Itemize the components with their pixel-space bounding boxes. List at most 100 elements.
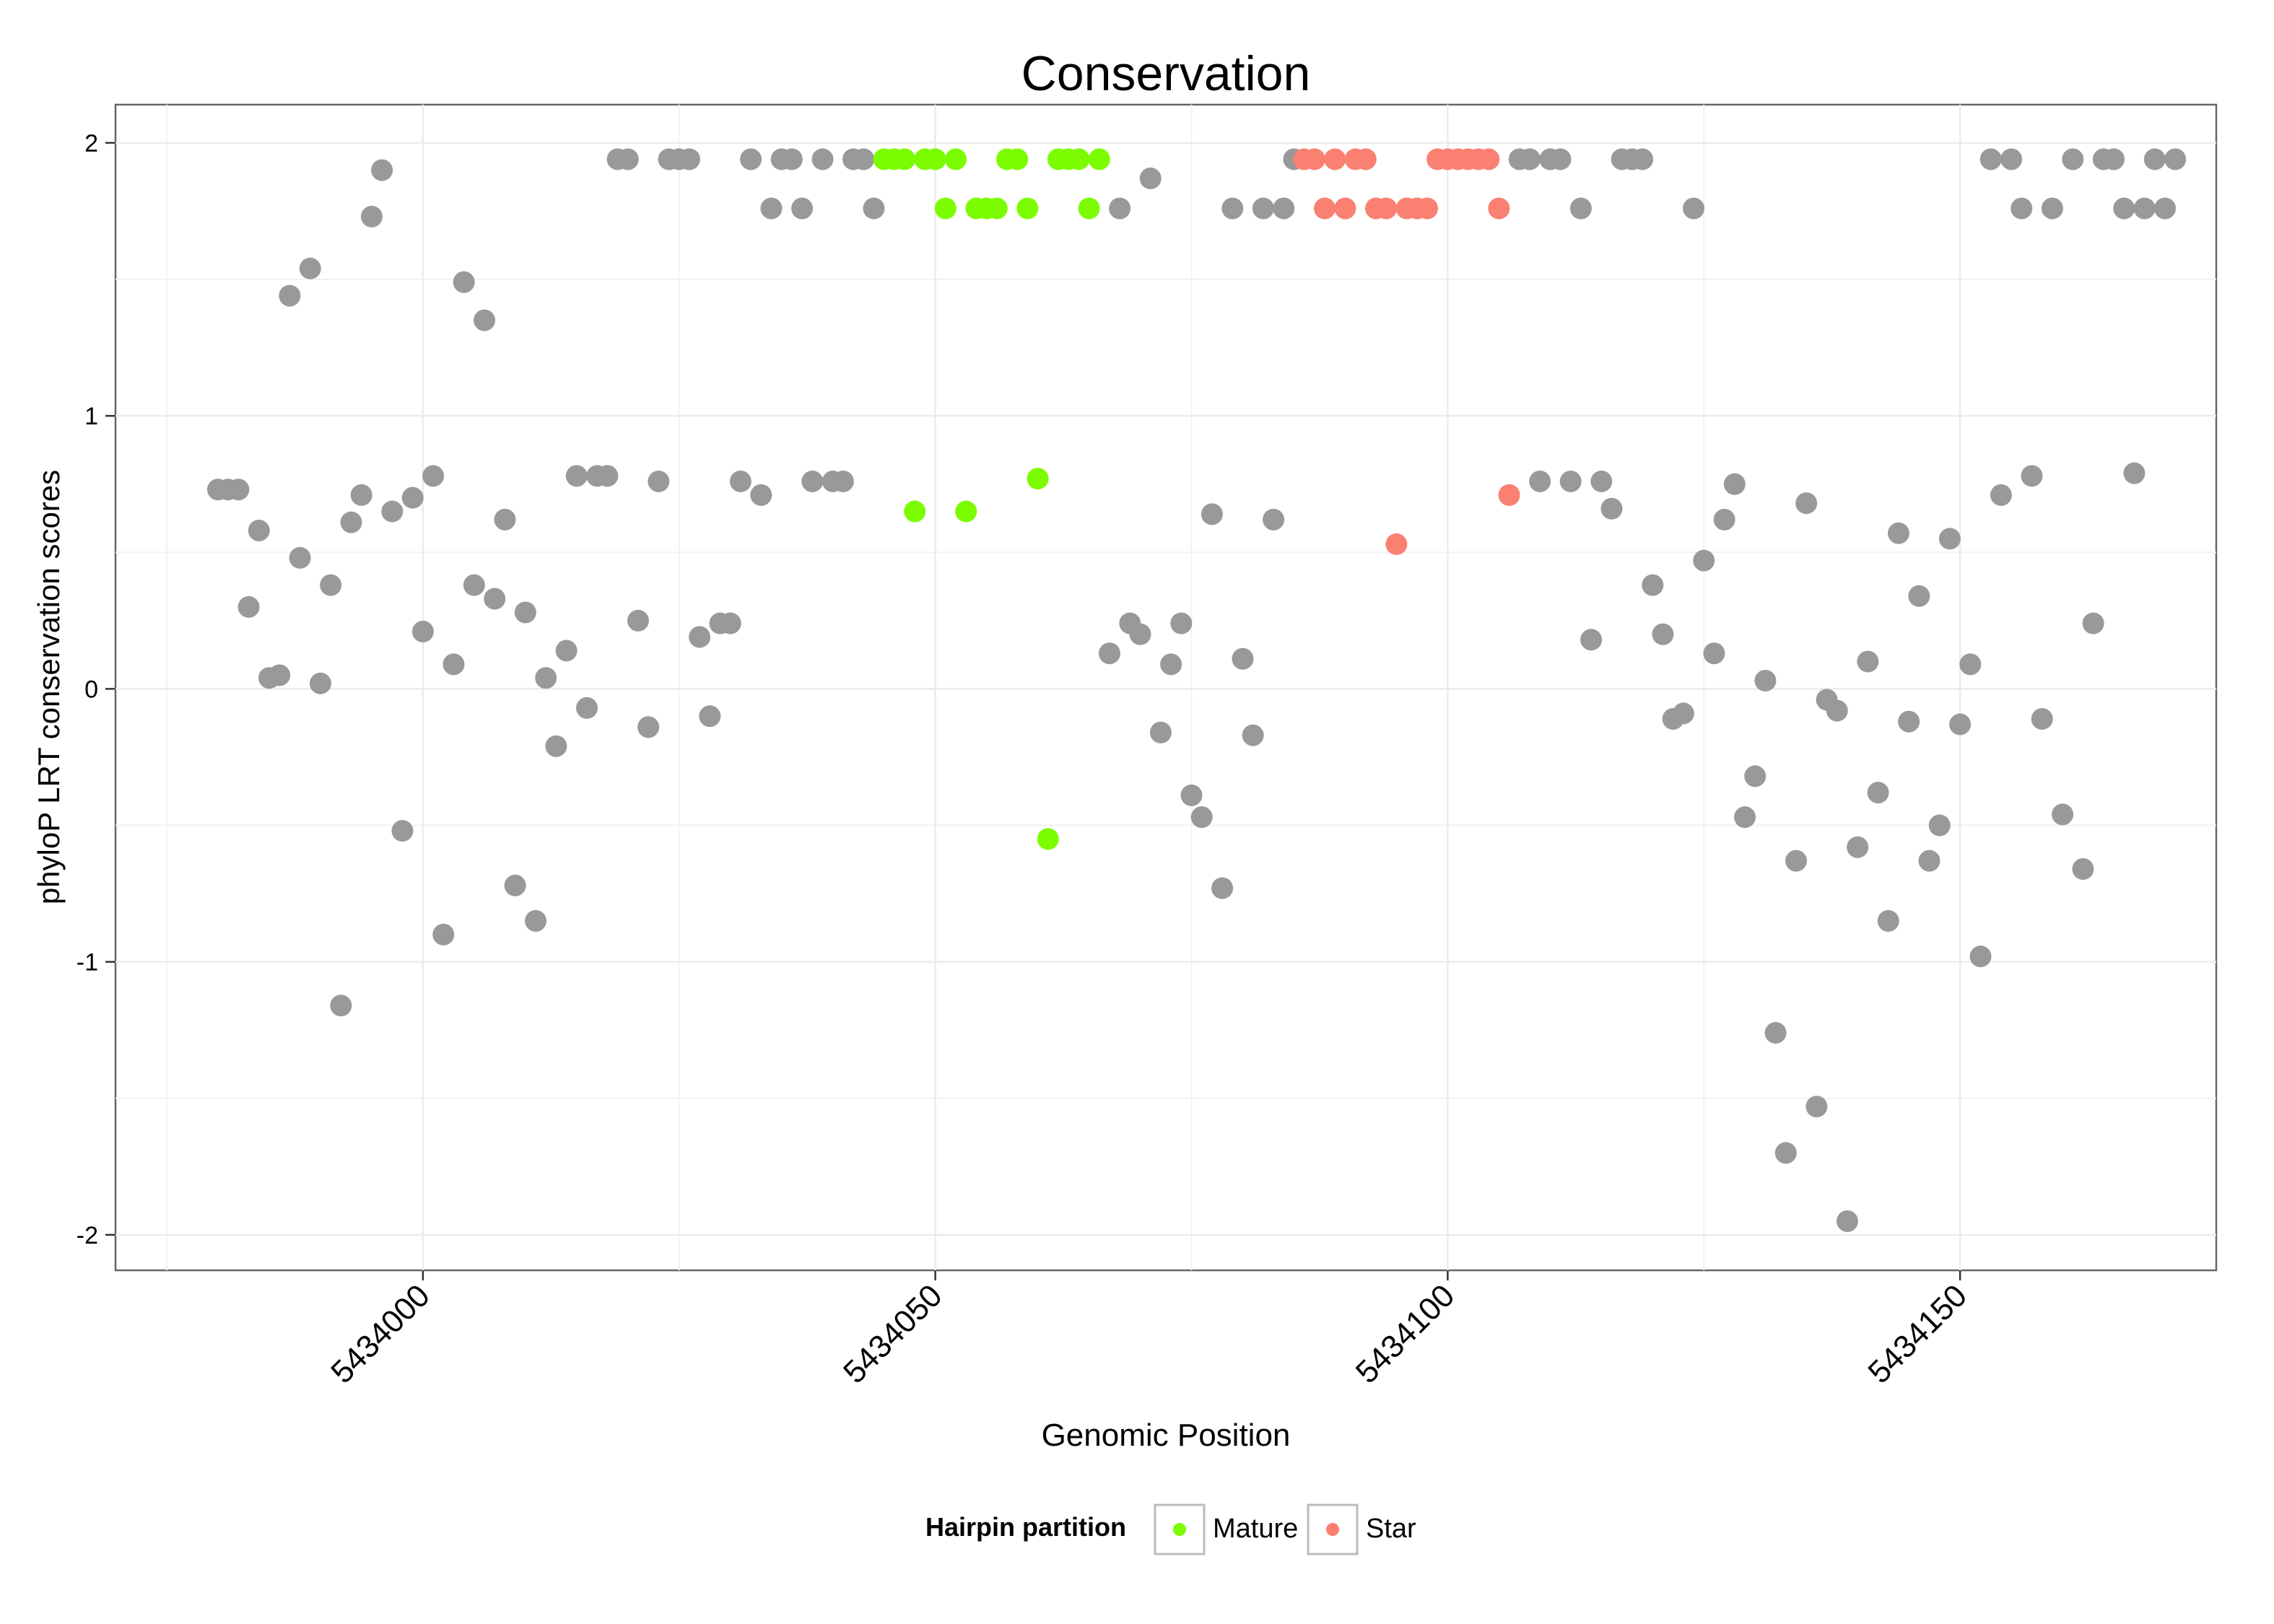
point-other-61 <box>832 470 854 492</box>
point-other-22 <box>432 923 455 946</box>
plot-area <box>114 103 2218 1272</box>
point-other-63 <box>853 148 875 170</box>
point-other-51 <box>729 470 752 492</box>
grid-major <box>116 105 2216 1270</box>
point-other-91 <box>1580 629 1603 651</box>
point-other-43 <box>648 470 670 492</box>
point-other-147 <box>2154 197 2177 219</box>
point-other-52 <box>740 148 762 170</box>
point-other-131 <box>1990 484 2012 506</box>
point-star-18 <box>1478 148 1500 170</box>
point-other-135 <box>2031 707 2053 730</box>
point-other-134 <box>2021 465 2043 487</box>
point-other-124 <box>1918 850 1940 872</box>
point-other-21 <box>422 465 445 487</box>
point-other-57 <box>791 197 814 219</box>
point-other-56 <box>780 148 803 170</box>
legend-item-star: Star <box>1307 1503 1416 1555</box>
point-other-69 <box>1139 167 1162 190</box>
y-tick-label-1: -1 <box>77 949 98 977</box>
y-axis-label: phyloP LRT conservation scores <box>32 470 66 904</box>
point-other-35 <box>565 465 588 487</box>
point-other-25 <box>463 574 485 596</box>
point-other-113 <box>1805 1096 1828 1118</box>
point-star-1 <box>1303 148 1325 170</box>
point-other-139 <box>2072 858 2094 881</box>
point-other-144 <box>2123 462 2146 484</box>
point-other-90 <box>1569 197 1592 219</box>
y-tick-label-0: -2 <box>77 1222 98 1249</box>
point-other-79 <box>1242 724 1264 746</box>
point-other-50 <box>719 612 741 634</box>
point-mature-6 <box>934 197 957 219</box>
point-other-4 <box>248 520 270 542</box>
point-other-72 <box>1170 612 1193 634</box>
point-mature-8 <box>955 500 977 523</box>
series-mature <box>873 148 1110 850</box>
point-other-59 <box>811 148 834 170</box>
point-other-100 <box>1672 702 1694 725</box>
point-other-32 <box>535 667 557 689</box>
point-other-42 <box>637 716 660 738</box>
point-star-6 <box>1354 148 1377 170</box>
point-other-103 <box>1703 642 1725 665</box>
point-other-81 <box>1263 508 1285 531</box>
point-other-73 <box>1180 784 1203 806</box>
point-star-9 <box>1385 533 1408 555</box>
point-other-125 <box>1928 814 1951 837</box>
point-other-40 <box>617 148 639 170</box>
point-other-148 <box>2164 148 2187 170</box>
point-other-111 <box>1785 850 1807 872</box>
point-mature-19 <box>1068 148 1090 170</box>
point-other-38 <box>596 465 619 487</box>
point-mature-7 <box>945 148 967 170</box>
point-mature-14 <box>1016 197 1039 219</box>
point-other-19 <box>401 486 424 509</box>
point-other-104 <box>1713 508 1735 531</box>
chart-title: Conservation <box>1021 46 1311 101</box>
point-other-85 <box>1518 148 1541 170</box>
point-other-110 <box>1774 1142 1797 1164</box>
point-other-71 <box>1160 653 1182 676</box>
plot-panel <box>114 103 2218 1272</box>
point-other-93 <box>1600 497 1623 520</box>
grid-minor <box>116 105 2216 1270</box>
point-other-142 <box>2103 148 2125 170</box>
point-other-146 <box>2143 148 2166 170</box>
legend-label-mature: Mature <box>1213 1514 1298 1544</box>
point-other-105 <box>1723 473 1746 495</box>
point-other-101 <box>1683 197 1705 219</box>
point-other-74 <box>1190 806 1213 829</box>
point-other-120 <box>1877 909 1899 932</box>
point-other-97 <box>1642 574 1664 596</box>
point-other-66 <box>1109 197 1131 219</box>
point-other-76 <box>1211 877 1234 899</box>
point-other-58 <box>801 470 824 492</box>
point-mature-20 <box>1078 197 1100 219</box>
point-other-13 <box>340 511 362 533</box>
point-other-145 <box>2133 197 2156 219</box>
series-star <box>1293 148 1520 555</box>
point-other-70 <box>1149 721 1172 743</box>
point-other-11 <box>320 574 342 596</box>
legend-key-mature <box>1173 1523 1186 1536</box>
point-other-3 <box>238 595 260 618</box>
point-other-108 <box>1754 670 1777 692</box>
point-other-123 <box>1908 585 1930 607</box>
point-other-129 <box>1969 946 1992 968</box>
point-other-106 <box>1734 806 1756 829</box>
point-other-107 <box>1744 765 1767 787</box>
point-other-24 <box>453 271 475 293</box>
point-other-126 <box>1938 528 1961 550</box>
point-star-20 <box>1498 484 1520 506</box>
point-other-34 <box>555 639 578 662</box>
point-other-92 <box>1590 470 1613 492</box>
point-other-112 <box>1795 492 1818 515</box>
point-other-10 <box>309 672 331 694</box>
point-other-23 <box>443 653 465 676</box>
point-mature-13 <box>1006 148 1029 170</box>
point-other-75 <box>1201 503 1223 525</box>
point-other-20 <box>411 620 434 642</box>
point-other-138 <box>2062 148 2084 170</box>
